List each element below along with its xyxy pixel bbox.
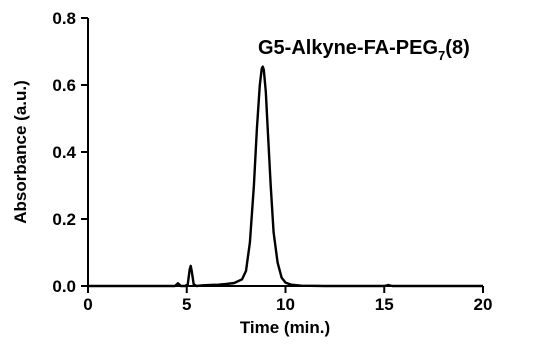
chart-title-main: G5-Alkyne-FA-PEG <box>258 37 438 59</box>
chart-title-subscript: 7 <box>438 48 445 63</box>
y-tick-label: 0.6 <box>52 76 76 95</box>
x-tick-label: 10 <box>276 295 295 314</box>
chart-title-suffix: (8) <box>445 37 469 59</box>
x-tick-label: 15 <box>375 295 394 314</box>
x-tick-label: 5 <box>182 295 191 314</box>
plot-area: 0.0 0.2 0.4 0.6 0.8 0 5 10 15 20 <box>52 9 492 314</box>
chromatogram-trace <box>88 65 483 288</box>
y-tick-label: 0.8 <box>52 9 76 28</box>
y-tick-label: 0.2 <box>52 210 76 229</box>
chart-title: G5-Alkyne-FA-PEG7(8) <box>258 37 470 63</box>
y-axis-title: Absorbance (a.u.) <box>11 80 30 224</box>
y-tick-label: 0.0 <box>52 277 76 296</box>
x-tick-label: 0 <box>83 295 92 314</box>
x-axis-title: Time (min.) <box>240 318 330 337</box>
y-tick-label: 0.4 <box>52 143 76 162</box>
x-tick-label: 20 <box>474 295 493 314</box>
